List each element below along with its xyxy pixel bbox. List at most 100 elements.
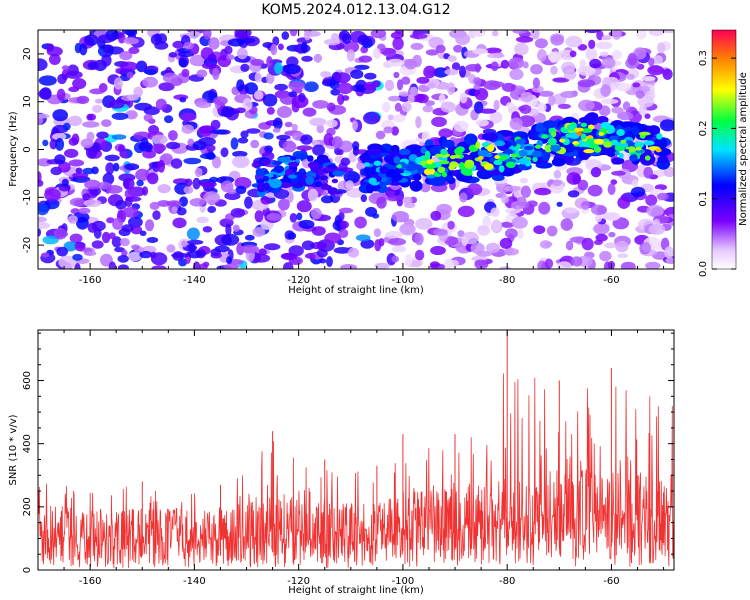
- spectrogram-noise-cell: [264, 145, 273, 154]
- spectrogram-noise-cell: [230, 137, 239, 150]
- spectrogram-noise-cell: [388, 238, 407, 246]
- spectrogram-noise-cell: [135, 168, 150, 181]
- spectrogram-faint-band-cell: [277, 156, 292, 163]
- spectrogram-noise-cell: [424, 100, 435, 106]
- spectrogram-noise-cell: [593, 222, 610, 235]
- spectrogram-noise-cell: [516, 36, 534, 43]
- spectrogram-noise-cell: [288, 81, 305, 91]
- spectrogram-signal-cell: [369, 154, 379, 159]
- spectrogram-noise-cell: [235, 185, 247, 195]
- spectrogram-noise-cell: [105, 162, 115, 175]
- spectrogram-noise-cell: [87, 113, 96, 121]
- colorbar-ticks: 0.0 0.1 0.2 0.3: [698, 50, 736, 277]
- snr-x-ticks: -160 -140 -120 -100 -80 -60: [37, 330, 665, 587]
- spectrogram-noise-cell: [519, 104, 532, 115]
- spectrogram-noise-cell: [491, 219, 502, 233]
- spectrogram-noise-cell: [552, 77, 570, 83]
- spectrogram-noise-cell: [82, 193, 91, 201]
- spectrogram-noise-cell: [309, 253, 316, 260]
- spectrogram-noise-cell: [577, 44, 588, 51]
- spectrogram-noise-cell: [383, 126, 393, 134]
- spectrogram-noise-cell: [626, 73, 635, 80]
- spectrogram-noise-cell: [338, 228, 349, 238]
- x-tick-label: -60: [603, 576, 619, 587]
- spectrogram-noise-cell: [244, 196, 253, 209]
- spectrogram-noise-cell: [631, 179, 639, 187]
- x-tick-label: -100: [392, 576, 415, 587]
- spectrogram-noise-cell: [323, 133, 334, 146]
- spectrogram-noise-cell: [97, 34, 115, 44]
- spectrogram-noise-cell: [203, 191, 220, 204]
- spectrogram-noise-cell: [304, 81, 319, 92]
- spectrogram-noise-cell: [83, 199, 102, 208]
- spectrogram-noise-cell: [514, 42, 529, 56]
- spectrogram-noise-cell: [124, 163, 140, 171]
- spectrogram-noise-cell: [138, 141, 153, 152]
- spectrogram-noise-cell: [224, 45, 233, 55]
- spectrogram-noise-cell: [498, 266, 512, 269]
- spectrogram-y-ticks: -20 -10 0 10 20: [22, 48, 44, 253]
- y-tick-label: 400: [22, 434, 33, 453]
- spectrogram-noise-cell: [252, 253, 271, 263]
- spectrogram-noise-cell: [391, 126, 399, 136]
- spectrogram-noise-cell: [387, 114, 395, 121]
- spectrogram-noise-cell: [121, 224, 134, 233]
- spectrogram-noise-cell: [192, 177, 201, 190]
- spectrogram-noise-cell: [92, 104, 103, 113]
- spectrogram-noise-cell: [72, 253, 83, 261]
- spectrogram-noise-cell: [611, 50, 622, 60]
- spectrogram-noise-cell: [385, 231, 403, 239]
- spectrogram-noise-cell: [166, 244, 176, 253]
- spectrogram-signal-cell: [476, 168, 493, 180]
- y-tick-label: 200: [22, 497, 33, 516]
- spectrogram-noise-cell: [584, 30, 600, 34]
- spectrogram-noise-cell: [601, 98, 619, 105]
- spectrogram-noise-cell: [511, 216, 528, 229]
- spectrogram-noise-cell: [355, 234, 371, 242]
- spectrogram-signal-peak: [477, 155, 484, 160]
- spectrogram-noise-cell: [490, 61, 499, 72]
- spectrogram-noise-cell: [58, 255, 77, 269]
- spectrogram-noise-cell: [326, 119, 338, 128]
- spectrogram-noise-cell: [283, 63, 301, 75]
- spectrogram-noise-cell: [544, 258, 554, 269]
- spectrogram-signal-peak: [426, 160, 433, 165]
- spectrogram-noise-cell: [149, 251, 157, 259]
- spectrogram-noise-cell: [119, 151, 128, 158]
- spectrogram-noise-cell: [345, 180, 354, 190]
- snr-y-axis-label: SNR (10 * v/v): [8, 414, 19, 485]
- spectrogram-noise-cell: [237, 47, 248, 60]
- spectrogram-noise-cell: [179, 112, 197, 122]
- spectrogram-noise-cell: [474, 259, 488, 267]
- spectrogram-noise-cell: [372, 213, 380, 219]
- spectrogram-faint-band-cell: [319, 175, 328, 181]
- spectrogram-faint-band-cell: [287, 174, 297, 179]
- spectrogram-noise-cell: [221, 233, 240, 246]
- spectrogram-noise-cell: [212, 68, 220, 80]
- spectrogram-signal-cell: [398, 148, 411, 156]
- spectrogram-noise-cell: [503, 248, 519, 256]
- spectrogram-noise-cell: [296, 212, 303, 221]
- spectrogram-noise-cell: [415, 93, 429, 104]
- spectrogram-faint-band-cell: [257, 182, 265, 193]
- spectrogram-noise-cell: [340, 264, 357, 269]
- spectrogram-signal-cell: [586, 112, 599, 121]
- spectrogram-signal-cell: [464, 133, 478, 146]
- spectrogram-noise-cell: [312, 144, 326, 156]
- spectrogram-noise-cell: [320, 71, 332, 78]
- spectrogram-noise-cell: [287, 232, 297, 240]
- spectrogram-noise-cell: [67, 115, 83, 127]
- spectrogram-noise-cell: [391, 211, 410, 223]
- spectrogram-signal-peak: [510, 153, 517, 158]
- spectrogram-noise-cell: [155, 98, 167, 111]
- y-tick-label: 0: [22, 567, 33, 573]
- spectrogram-noise-cell: [422, 105, 434, 113]
- spectrogram-faint-band-cell: [261, 159, 271, 165]
- spectrogram-noise-cell: [250, 139, 260, 149]
- x-tick-label: -120: [287, 576, 310, 587]
- spectrogram-noise-cell: [166, 200, 182, 207]
- spectrogram-noise-cell: [240, 130, 249, 139]
- spectrogram-signal-cell: [420, 147, 428, 154]
- spectrogram-noise-cell: [282, 140, 297, 153]
- spectrogram-signal-peak: [620, 139, 627, 144]
